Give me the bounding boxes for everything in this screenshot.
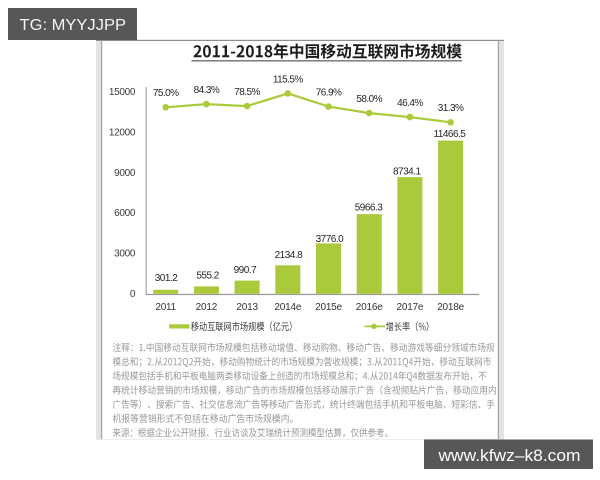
svg-text:11466.5: 11466.5 (433, 129, 466, 140)
svg-text:990.7: 990.7 (234, 265, 257, 276)
svg-text:75.0%: 75.0% (153, 88, 179, 99)
svg-text:3000: 3000 (114, 249, 136, 260)
svg-text:5966.3: 5966.3 (355, 203, 384, 214)
svg-text:58.0%: 58.0% (356, 94, 382, 105)
svg-text:78.5%: 78.5% (234, 87, 260, 98)
svg-text:3776.0: 3776.0 (316, 234, 345, 245)
svg-text:0: 0 (130, 289, 136, 300)
svg-text:9000: 9000 (114, 168, 136, 179)
svg-text:2016e: 2016e (356, 302, 383, 313)
svg-text:2015e: 2015e (315, 302, 342, 313)
svg-text:84.3%: 84.3% (194, 85, 220, 96)
svg-text:2011: 2011 (155, 302, 176, 313)
svg-text:2018e: 2018e (437, 302, 464, 313)
svg-text:2134.8: 2134.8 (275, 250, 304, 261)
svg-text:555.2: 555.2 (196, 270, 219, 281)
svg-text:2013: 2013 (236, 302, 258, 313)
svg-text:76.9%: 76.9% (316, 88, 342, 99)
svg-text:8734.1: 8734.1 (393, 166, 422, 177)
svg-text:TG: MYYJJPP: TG: MYYJJPP (20, 17, 127, 34)
svg-text:12000: 12000 (109, 128, 136, 139)
svg-text:31.3%: 31.3% (438, 103, 464, 114)
svg-text:15000: 15000 (109, 87, 136, 98)
svg-text:2017e: 2017e (396, 302, 423, 313)
svg-text:2012: 2012 (196, 302, 218, 313)
svg-text:115.5%: 115.5% (273, 74, 304, 85)
svg-text:46.4%: 46.4% (397, 98, 423, 109)
svg-text:6000: 6000 (114, 208, 136, 219)
svg-text:2014e: 2014e (274, 302, 301, 313)
svg-text:301.2: 301.2 (155, 273, 178, 284)
svg-text:www.kfwz–k8.com: www.kfwz–k8.com (437, 446, 580, 465)
